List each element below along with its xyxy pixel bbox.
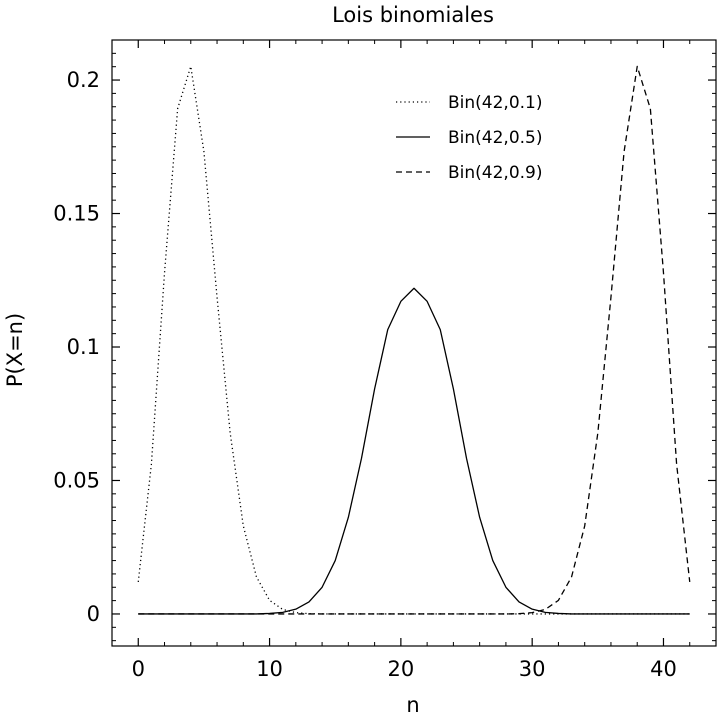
y-tick-label: 0.2 bbox=[67, 68, 100, 92]
y-tick-label: 0.15 bbox=[53, 202, 100, 226]
y-axis-ticks: 0 0.05 0.1 0.15 0.2 bbox=[53, 68, 716, 626]
y-axis-label: P(X=n) bbox=[3, 313, 27, 387]
y-tick-label: 0.05 bbox=[53, 468, 100, 492]
series-line-3 bbox=[138, 65, 691, 615]
x-tick-label: 20 bbox=[388, 657, 415, 681]
x-axis-ticks: 0 10 20 30 40 bbox=[132, 40, 677, 681]
legend-label-3: Bin(42,0.9) bbox=[448, 163, 543, 183]
series-layer bbox=[137, 65, 691, 615]
x-tick-label: 40 bbox=[650, 657, 677, 681]
chart-title: Lois binomiales bbox=[332, 3, 494, 27]
plot-frame bbox=[111, 39, 717, 647]
x-tick-label: 30 bbox=[519, 657, 546, 681]
x-tick-label: 10 bbox=[256, 657, 283, 681]
minor-ticks bbox=[111, 40, 717, 646]
y-tick-label: 0.1 bbox=[67, 335, 100, 359]
plot-border bbox=[111, 39, 717, 647]
x-axis-label: n bbox=[406, 693, 419, 717]
legend-label-2: Bin(42,0.5) bbox=[448, 128, 543, 148]
legend: Bin(42,0.1) Bin(42,0.5) Bin(42,0.9) bbox=[396, 93, 543, 183]
y-tick-label: 0 bbox=[87, 602, 100, 626]
legend-label-1: Bin(42,0.1) bbox=[448, 93, 543, 113]
x-tick-label: 0 bbox=[132, 657, 145, 681]
